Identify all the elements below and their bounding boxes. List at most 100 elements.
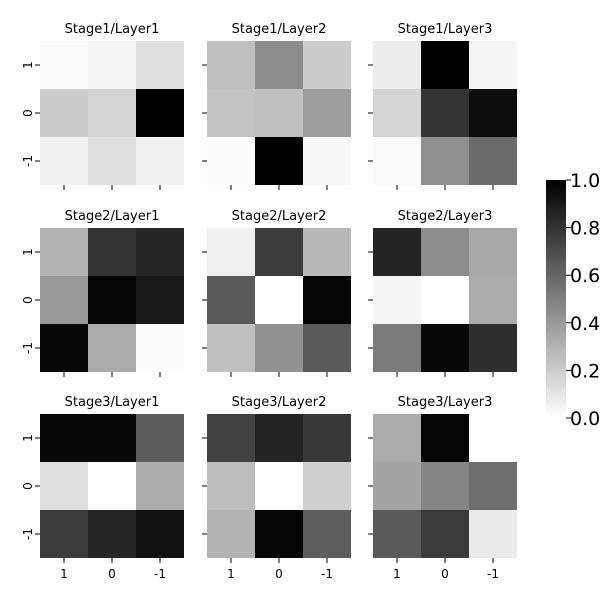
heatmap-cell <box>421 89 469 137</box>
heatmap-cell <box>40 324 88 372</box>
heatmap-cell <box>373 137 421 185</box>
x-tick-label: 0 <box>108 567 116 581</box>
heatmap-panel: Stage3/Layer2 1 0 -1 <box>202 395 351 581</box>
heatmap-cell <box>303 41 351 89</box>
heatmap-cell <box>40 89 88 137</box>
y-tick-label: 1 <box>21 248 35 256</box>
heatmap-cell <box>88 510 136 558</box>
heatmap-cell <box>421 41 469 89</box>
heatmap-cell <box>88 228 136 276</box>
heatmap-panel: Stage2/Layer1 1 0 -1 <box>21 209 184 377</box>
heatmap-cell <box>373 510 421 558</box>
heatmap-cell <box>373 89 421 137</box>
heatmap-cell <box>40 510 88 558</box>
heatmap-cell <box>303 137 351 185</box>
heatmap-cell <box>136 228 184 276</box>
colorbar-tick-label: 1.0 <box>570 170 600 192</box>
heatmap-cell <box>207 414 255 462</box>
x-tick-label: 0 <box>441 567 449 581</box>
heatmap-cell <box>88 414 136 462</box>
heatmap-cell <box>469 41 517 89</box>
colorbar-tick-label: 0.8 <box>570 218 600 240</box>
heatmap-cell <box>207 510 255 558</box>
x-tick-label: -1 <box>487 567 499 581</box>
heatmap-cell <box>136 137 184 185</box>
heatmap-cell <box>40 414 88 462</box>
heatmap-panels: Stage1/Layer1 1 0 -1 Stage1/Layer2 Stage1/Lay… <box>21 22 517 581</box>
heatmap-cell <box>40 228 88 276</box>
heatmap-cell <box>303 414 351 462</box>
panel-title: Stage1/Layer1 <box>65 22 160 37</box>
heatmap-panel: Stage1/Layer2 <box>202 22 351 190</box>
heatmap-cell <box>136 89 184 137</box>
heatmap-panel: Stage2/Layer2 <box>202 209 351 377</box>
x-tick-label: 1 <box>227 567 235 581</box>
heatmap-cell <box>373 41 421 89</box>
heatmap-cell <box>40 462 88 510</box>
heatmap-cell <box>469 276 517 324</box>
y-tick-label: 0 <box>21 296 35 304</box>
y-tick-label: -1 <box>21 155 35 167</box>
heatmap-panel: Stage1/Layer3 <box>368 22 517 190</box>
x-tick-label: -1 <box>321 567 333 581</box>
x-tick-label: 1 <box>60 567 68 581</box>
heatmap-cell <box>373 414 421 462</box>
colorbar-tick-label: 0.6 <box>570 265 600 287</box>
heatmap-cell <box>207 89 255 137</box>
heatmap-cell <box>136 414 184 462</box>
heatmap-cell <box>207 228 255 276</box>
heatmap-cell <box>255 228 303 276</box>
heatmap-cell <box>421 414 469 462</box>
heatmap-cell <box>136 324 184 372</box>
colorbar-tick-label: 0.2 <box>570 360 600 382</box>
heatmap-cell <box>303 276 351 324</box>
heatmap-cell <box>469 510 517 558</box>
heatmap-cell <box>40 41 88 89</box>
heatmap-cell <box>255 89 303 137</box>
heatmap-panel: Stage2/Layer3 <box>368 209 517 377</box>
heatmap-cell <box>88 41 136 89</box>
y-tick-label: 1 <box>21 61 35 69</box>
heatmap-cell <box>303 462 351 510</box>
heatmap-cell <box>421 510 469 558</box>
panel-title: Stage3/Layer1 <box>65 395 160 410</box>
heatmap-cell <box>88 324 136 372</box>
heatmap-cell <box>421 276 469 324</box>
heatmap-cell <box>373 324 421 372</box>
panel-title: Stage3/Layer2 <box>232 395 327 410</box>
heatmap-cell <box>207 41 255 89</box>
heatmap-cell <box>255 414 303 462</box>
colorbar-tick-label: 0.0 <box>570 408 600 430</box>
heatmap-cell <box>207 462 255 510</box>
heatmap-cell <box>88 462 136 510</box>
y-tick-label: -1 <box>21 342 35 354</box>
panel-title: Stage2/Layer2 <box>232 209 327 224</box>
heatmap-cell <box>421 324 469 372</box>
heatmap-cell <box>207 137 255 185</box>
x-tick-label: 0 <box>275 567 283 581</box>
heatmap-cell <box>303 324 351 372</box>
colorbar-tick-label: 0.4 <box>570 313 600 335</box>
y-tick-label: 0 <box>21 109 35 117</box>
heatmap-panel: Stage1/Layer1 1 0 -1 <box>21 22 184 190</box>
heatmap-cell <box>373 228 421 276</box>
heatmap-cell <box>207 324 255 372</box>
heatmap-cell <box>469 414 517 462</box>
heatmap-cell <box>373 462 421 510</box>
heatmap-cell <box>136 510 184 558</box>
heatmap-cell <box>255 276 303 324</box>
heatmap-panel: Stage3/Layer3 1 0 -1 <box>368 395 517 581</box>
heatmap-cell <box>421 137 469 185</box>
heatmap-cell <box>40 137 88 185</box>
heatmap-cell <box>303 89 351 137</box>
heatmap-cell <box>88 276 136 324</box>
heatmap-cell <box>40 276 88 324</box>
heatmap-cell <box>421 462 469 510</box>
heatmap-cell <box>469 137 517 185</box>
heatmap-cell <box>136 41 184 89</box>
heatmap-cell <box>136 276 184 324</box>
panel-title: Stage2/Layer1 <box>65 209 160 224</box>
panel-title: Stage3/Layer3 <box>398 395 493 410</box>
heatmap-cell <box>469 324 517 372</box>
